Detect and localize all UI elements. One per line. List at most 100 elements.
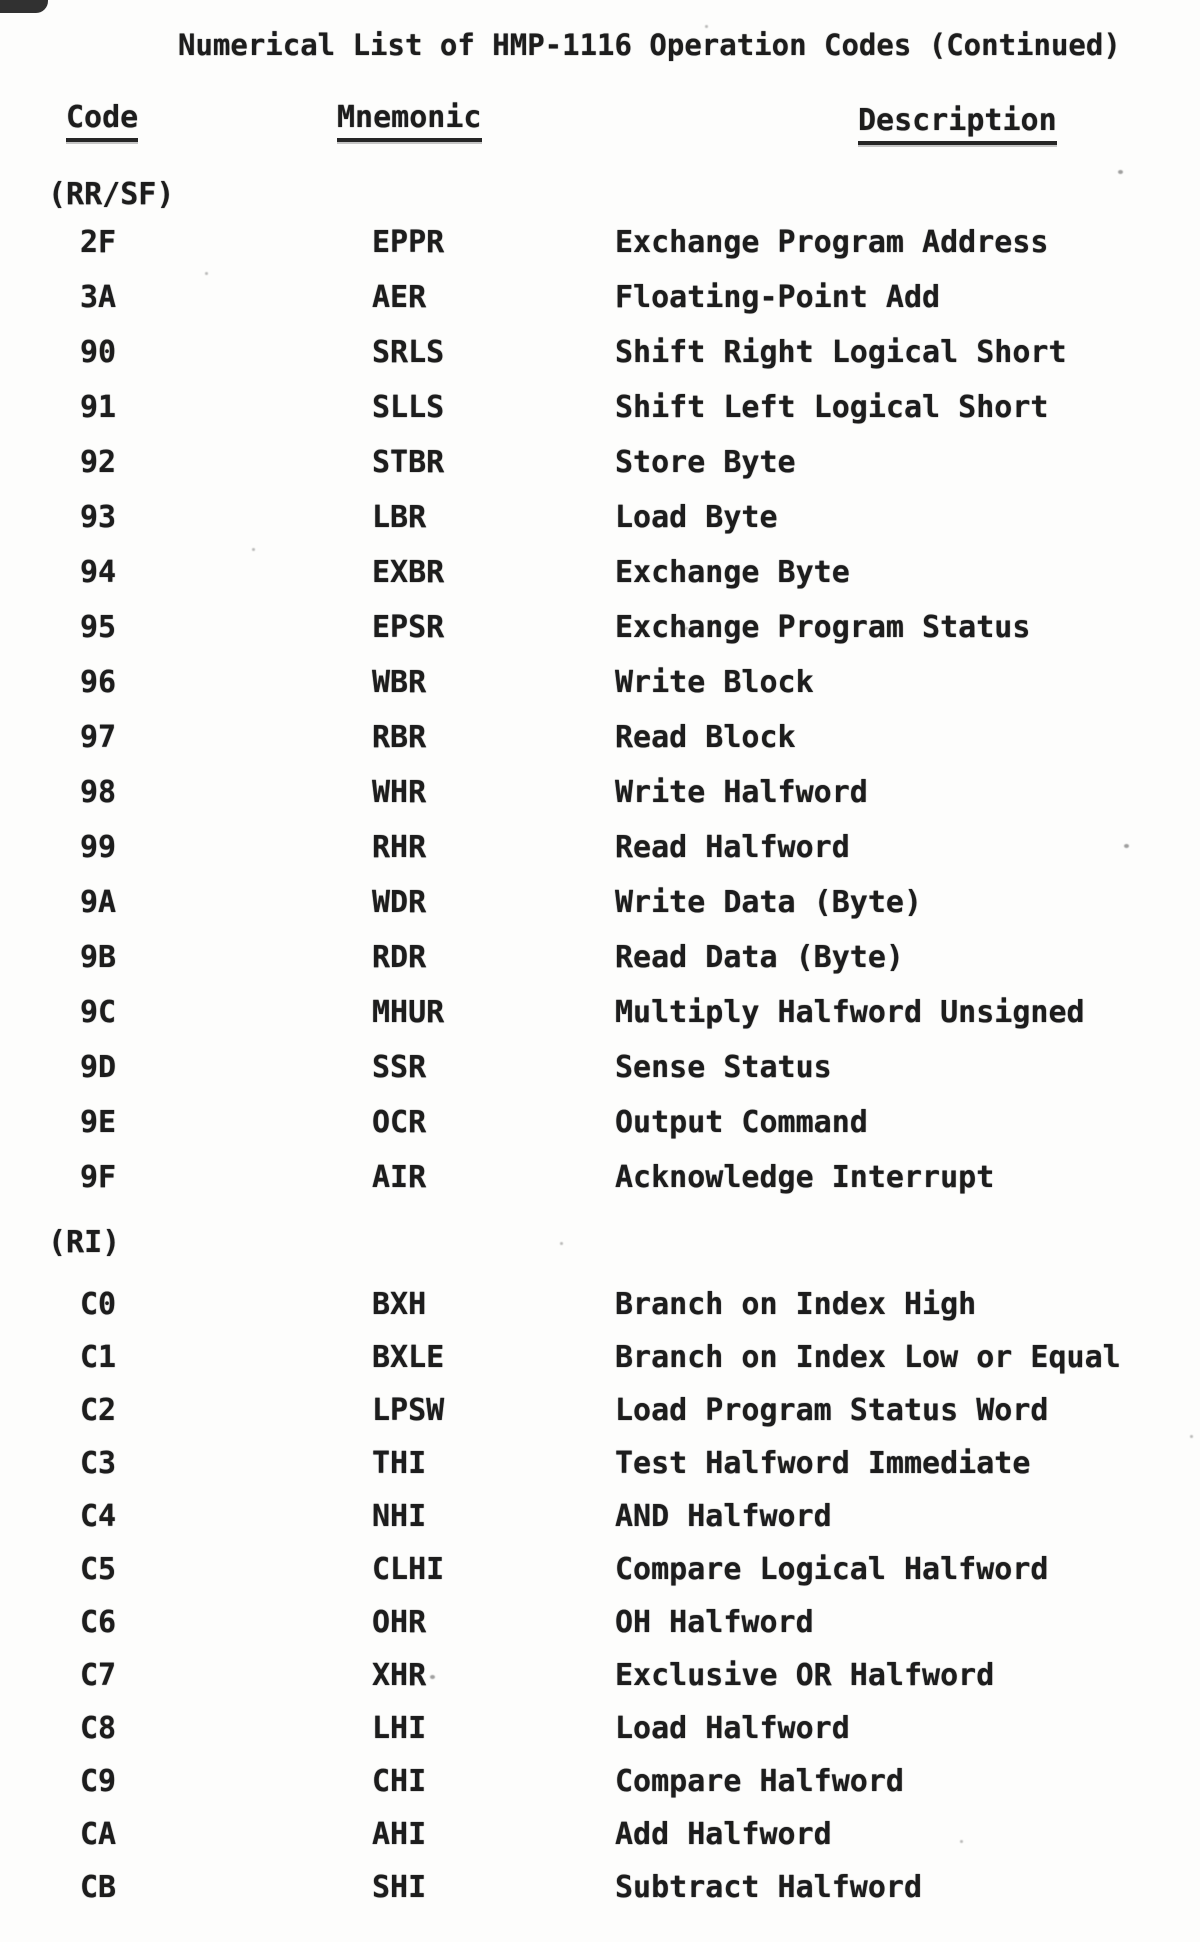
table-row: 9E OCR Output Command: [0, 1095, 1200, 1150]
code-cell: 97: [80, 720, 117, 755]
description-cell: Shift Right Logical Short: [615, 335, 1067, 370]
description-cell: OH Halfword: [615, 1605, 814, 1640]
description-cell: Compare Halfword: [615, 1764, 904, 1799]
description-cell: Compare Logical Halfword: [615, 1552, 1049, 1587]
code-cell: 94: [80, 555, 117, 590]
table-row: 91 SLLS Shift Left Logical Short: [0, 380, 1200, 435]
table-row: 3A AER Floating-Point Add: [0, 270, 1200, 325]
code-cell: 9A: [80, 885, 117, 920]
table-row: C8 LHI Load Halfword: [0, 1701, 1200, 1754]
mnemonic-cell: BXH: [372, 1287, 427, 1322]
table-row: 96 WBR Write Block: [0, 655, 1200, 710]
scan-speck: [960, 1840, 963, 1843]
code-cell: 90: [80, 335, 117, 370]
page-title: Numerical List of HMP-1116 Operation Cod…: [178, 28, 1121, 62]
table-row: 9A WDR Write Data (Byte): [0, 875, 1200, 930]
op-code-section: (RR/SF) 2F EPPR Exchange Program Address…: [0, 165, 1200, 1205]
mnemonic-cell: RDR: [372, 940, 427, 975]
mnemonic-cell: LPSW: [372, 1393, 445, 1428]
code-cell: 91: [80, 390, 117, 425]
scan-speck: [1118, 170, 1123, 174]
mnemonic-cell: WBR: [372, 665, 427, 700]
mnemonic-cell: LHI: [372, 1711, 427, 1746]
description-cell: Store Byte: [615, 445, 796, 480]
description-cell: Load Program Status Word: [615, 1393, 1049, 1428]
code-cell: C6: [80, 1605, 117, 1640]
mnemonic-cell: MHUR: [372, 995, 445, 1030]
code-cell: 99: [80, 830, 117, 865]
mnemonic-cell: CLHI: [372, 1552, 445, 1587]
scan-speck: [252, 548, 255, 551]
mnemonic-cell: OHR: [372, 1605, 427, 1640]
code-cell: C2: [80, 1393, 117, 1428]
description-cell: Add Halfword: [615, 1817, 832, 1852]
column-header-mnemonic: Mnemonic: [337, 100, 482, 142]
column-header-code: Code: [66, 100, 139, 142]
mnemonic-cell: EPPR: [372, 225, 445, 260]
mnemonic-cell: WDR: [372, 885, 427, 920]
mnemonic-cell: CHI: [372, 1764, 427, 1799]
description-cell: Load Halfword: [615, 1711, 850, 1746]
code-cell: 9B: [80, 940, 117, 975]
table-row: C9 CHI Compare Halfword: [0, 1754, 1200, 1807]
mnemonic-cell: EXBR: [372, 555, 445, 590]
table-row: 97 RBR Read Block: [0, 710, 1200, 765]
table-row: 93 LBR Load Byte: [0, 490, 1200, 545]
mnemonic-cell: OCR: [372, 1105, 427, 1140]
mnemonic-cell: SHI: [372, 1870, 427, 1905]
column-header-description: Description: [858, 103, 1057, 145]
scan-corner-smudge: [0, 0, 48, 13]
scan-speck: [205, 272, 208, 275]
table-row: 90 SRLS Shift Right Logical Short: [0, 325, 1200, 380]
mnemonic-cell: NHI: [372, 1499, 427, 1534]
op-code-section: (RI) C0 BXH Branch on Index High C1 BXLE…: [0, 1205, 1200, 1913]
code-cell: 9D: [80, 1050, 117, 1085]
mnemonic-cell: RBR: [372, 720, 427, 755]
code-cell: C8: [80, 1711, 117, 1746]
description-cell: Write Halfword: [615, 775, 868, 810]
mnemonic-cell: AHI: [372, 1817, 427, 1852]
table-row: C0 BXH Branch on Index High: [0, 1277, 1200, 1330]
description-cell: Exchange Byte: [615, 555, 850, 590]
mnemonic-cell: THI: [372, 1446, 427, 1481]
code-cell: C1: [80, 1340, 117, 1375]
description-cell: Acknowledge Interrupt: [615, 1160, 995, 1195]
mnemonic-cell: AER: [372, 280, 427, 315]
table-row: 99 RHR Read Halfword: [0, 820, 1200, 875]
description-cell: Branch on Index High: [615, 1287, 977, 1322]
table-row: C3 THI Test Halfword Immediate: [0, 1436, 1200, 1489]
table-row: C1 BXLE Branch on Index Low or Equal: [0, 1330, 1200, 1383]
description-cell: Exchange Program Status: [615, 610, 1031, 645]
mnemonic-cell: EPSR: [372, 610, 445, 645]
mnemonic-cell: BXLE: [372, 1340, 445, 1375]
code-cell: 93: [80, 500, 117, 535]
description-cell: Load Byte: [615, 500, 778, 535]
mnemonic-cell: WHR: [372, 775, 427, 810]
code-cell: 95: [80, 610, 117, 645]
table-row: C5 CLHI Compare Logical Halfword: [0, 1542, 1200, 1595]
code-cell: 92: [80, 445, 117, 480]
code-cell: 9F: [80, 1160, 117, 1195]
description-cell: Floating-Point Add: [615, 280, 941, 315]
section-label: (RR/SF): [48, 177, 175, 212]
table-row: 9B RDR Read Data (Byte): [0, 930, 1200, 985]
code-cell: CB: [80, 1870, 117, 1905]
table-row: C7 XHR Exclusive OR Halfword: [0, 1648, 1200, 1701]
code-cell: 3A: [80, 280, 117, 315]
table-row: C4 NHI AND Halfword: [0, 1489, 1200, 1542]
table-row: 2F EPPR Exchange Program Address: [0, 215, 1200, 270]
description-cell: Exchange Program Address: [615, 225, 1049, 260]
table-row: CB SHI Subtract Halfword: [0, 1860, 1200, 1913]
code-cell: 98: [80, 775, 117, 810]
mnemonic-cell: SLLS: [372, 390, 445, 425]
table-row: 94 EXBR Exchange Byte: [0, 545, 1200, 600]
scan-speck: [705, 25, 708, 28]
mnemonic-cell: LBR: [372, 500, 427, 535]
code-cell: 2F: [80, 225, 117, 260]
section-rows: C0 BXH Branch on Index High C1 BXLE Bran…: [0, 1277, 1200, 1913]
scan-speck: [685, 627, 688, 630]
description-cell: Branch on Index Low or Equal: [615, 1340, 1121, 1375]
table-row: 9C MHUR Multiply Halfword Unsigned: [0, 985, 1200, 1040]
mnemonic-cell: SSR: [372, 1050, 427, 1085]
